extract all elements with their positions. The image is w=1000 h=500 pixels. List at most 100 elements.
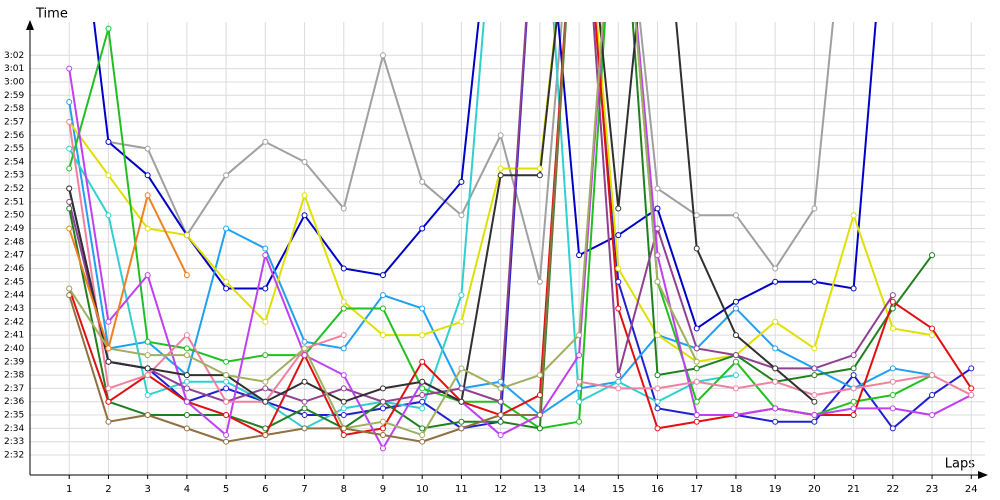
point: [340, 432, 347, 439]
series-line: [68, 22, 567, 443]
x-tick-label: 19: [769, 484, 782, 495]
point: [732, 385, 739, 392]
point: [419, 438, 426, 445]
point: [419, 392, 426, 399]
point: [772, 418, 779, 425]
point: [654, 185, 661, 192]
point: [419, 225, 426, 232]
point: [497, 385, 504, 392]
x-tick-label: 17: [690, 484, 703, 495]
x-tick-label: 2: [105, 484, 111, 495]
point: [144, 192, 151, 199]
point: [301, 378, 308, 385]
point: [419, 332, 426, 339]
point: [889, 325, 896, 332]
point: [301, 212, 308, 219]
point: [615, 378, 622, 385]
point: [419, 425, 426, 432]
y-tick-label: 2:33: [4, 437, 24, 447]
point: [889, 378, 896, 385]
point: [301, 192, 308, 199]
y-tick-label: 2:37: [4, 384, 24, 394]
point: [811, 345, 818, 352]
point: [850, 352, 857, 359]
y-tick-label: 2:40: [4, 344, 24, 354]
point: [576, 252, 583, 259]
point: [693, 358, 700, 365]
point: [183, 232, 190, 239]
y-tick-label: 2:45: [4, 277, 24, 287]
y-tick-label: 2:57: [4, 117, 24, 127]
point: [929, 332, 936, 339]
point: [497, 132, 504, 139]
point: [105, 358, 112, 365]
point: [144, 225, 151, 232]
point: [144, 412, 151, 419]
point: [497, 172, 504, 179]
series-line: [68, 22, 972, 451]
x-tick-label: 10: [416, 484, 429, 495]
point: [850, 372, 857, 379]
y-tick-label: 3:00: [4, 77, 24, 87]
point: [144, 392, 151, 399]
point: [66, 225, 73, 232]
point: [144, 145, 151, 152]
series-line: [108, 22, 835, 283]
point: [66, 98, 73, 105]
point: [301, 398, 308, 405]
x-arrow: [978, 471, 988, 479]
x-tick-label: 5: [223, 484, 229, 495]
series-line: [93, 22, 877, 331]
point: [262, 252, 269, 259]
point: [693, 378, 700, 385]
point: [340, 405, 347, 412]
point: [458, 178, 465, 185]
y-tick-label: 2:41: [4, 331, 24, 341]
point: [693, 245, 700, 252]
point: [105, 212, 112, 219]
point: [419, 432, 426, 439]
point: [732, 298, 739, 305]
point: [340, 398, 347, 405]
y-tick-label: 2:46: [4, 264, 24, 274]
point: [105, 345, 112, 352]
point: [654, 398, 661, 405]
point: [262, 432, 269, 439]
point: [732, 358, 739, 365]
y-tick-label: 2:51: [4, 197, 24, 207]
point: [929, 252, 936, 259]
point: [889, 405, 896, 412]
point: [183, 345, 190, 352]
y-tick-label: 2:48: [4, 237, 24, 247]
point: [105, 385, 112, 392]
y-tick-label: 3:02: [4, 51, 24, 61]
point: [262, 352, 269, 359]
point: [340, 265, 347, 272]
point: [105, 318, 112, 325]
point: [301, 158, 308, 165]
y-tick-label: 2:43: [4, 304, 24, 314]
point: [850, 412, 857, 419]
point: [379, 425, 386, 432]
x-tick-label: 14: [573, 484, 586, 495]
point: [693, 398, 700, 405]
point: [223, 432, 230, 439]
point: [576, 378, 583, 385]
y-tick-label: 3:01: [4, 64, 24, 74]
point: [183, 372, 190, 379]
point: [223, 285, 230, 292]
point: [576, 418, 583, 425]
point: [340, 372, 347, 379]
y-tick-label: 2:58: [4, 104, 24, 114]
y-tick-label: 2:36: [4, 397, 24, 407]
point: [576, 352, 583, 359]
point: [654, 225, 661, 232]
point: [183, 378, 190, 385]
point: [419, 305, 426, 312]
point: [105, 418, 112, 425]
y-axis-label: Time: [35, 7, 68, 22]
x-tick-label: 3: [144, 484, 150, 495]
point: [615, 278, 622, 285]
point: [183, 412, 190, 419]
point: [419, 405, 426, 412]
